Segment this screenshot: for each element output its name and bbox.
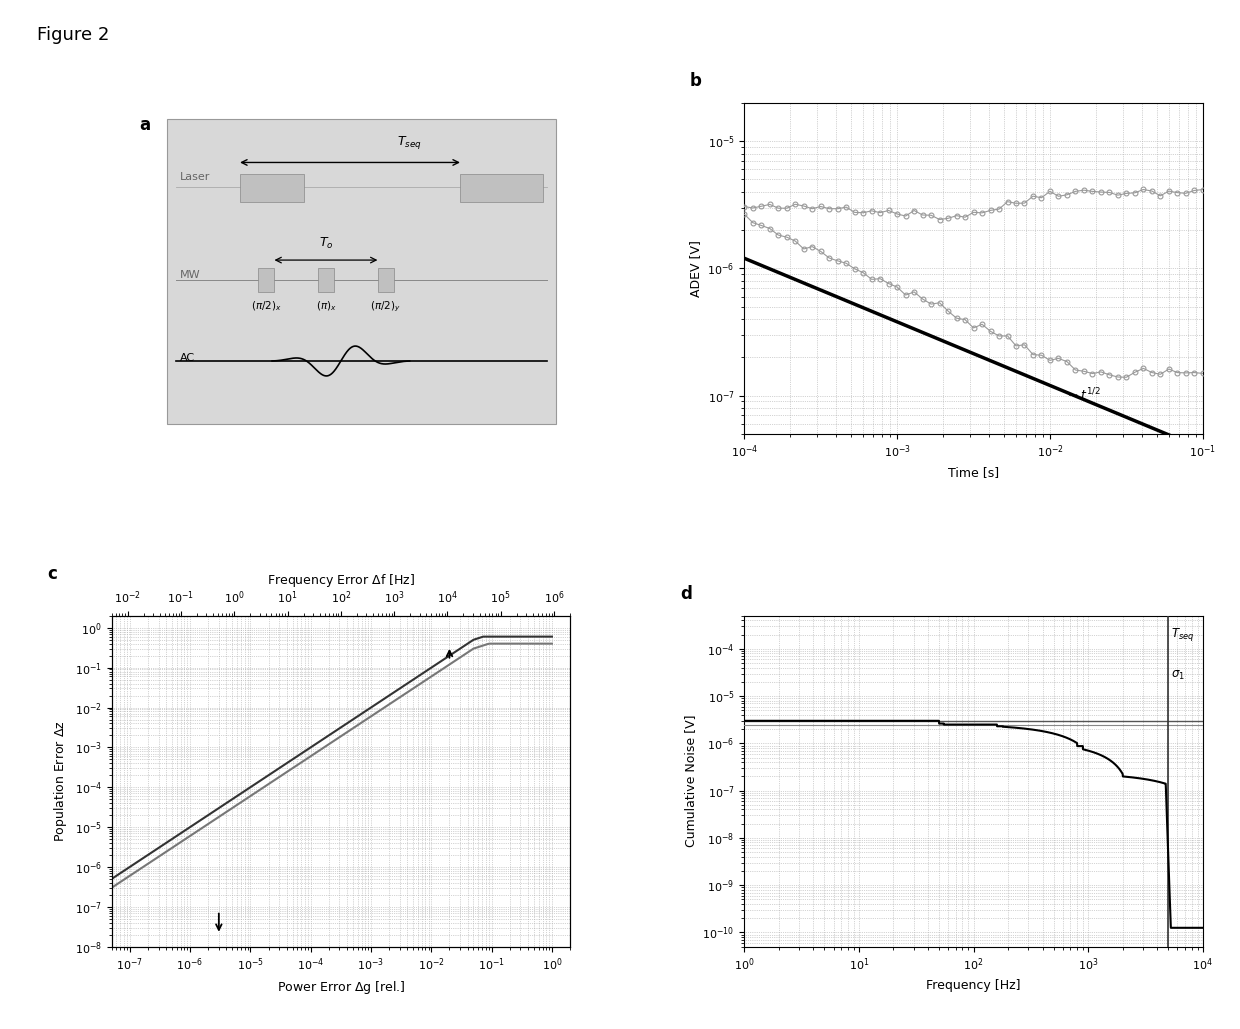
Bar <box>377 269 393 291</box>
Y-axis label: Population Error $\Delta$z: Population Error $\Delta$z <box>52 720 69 842</box>
Y-axis label: Cumulative Noise [V]: Cumulative Noise [V] <box>684 715 697 848</box>
Text: $({\pi}/2)_x$: $({\pi}/2)_x$ <box>250 299 281 314</box>
Text: MW: MW <box>180 270 201 280</box>
Text: c: c <box>47 565 57 582</box>
X-axis label: Frequency Error $\Delta$f [Hz]: Frequency Error $\Delta$f [Hz] <box>267 572 414 589</box>
Text: $T_{seq}$: $T_{seq}$ <box>397 134 422 151</box>
Bar <box>317 269 334 291</box>
Text: Laser: Laser <box>180 172 211 182</box>
Y-axis label: ADEV [V]: ADEV [V] <box>689 240 702 296</box>
Bar <box>241 174 304 202</box>
X-axis label: Power Error $\Delta$g [rel.]: Power Error $\Delta$g [rel.] <box>277 979 405 996</box>
Text: $T_o$: $T_o$ <box>319 236 334 251</box>
Text: d: d <box>680 584 692 603</box>
X-axis label: Time [s]: Time [s] <box>949 466 999 478</box>
Text: a: a <box>139 116 150 134</box>
Text: $\sim t^{1/2}$: $\sim t^{1/2}$ <box>1065 387 1101 403</box>
Text: $({\pi}/2)_y$: $({\pi}/2)_y$ <box>371 299 401 314</box>
Bar <box>258 269 274 291</box>
X-axis label: Frequency [Hz]: Frequency [Hz] <box>926 979 1021 992</box>
FancyBboxPatch shape <box>166 119 557 424</box>
Text: $({\pi})_x$: $({\pi})_x$ <box>315 299 336 314</box>
Text: $\sigma_1$: $\sigma_1$ <box>1171 669 1184 682</box>
Bar <box>460 174 543 202</box>
Text: $T_{seq}$: $T_{seq}$ <box>1171 626 1194 643</box>
Text: Figure 2: Figure 2 <box>37 26 109 43</box>
Text: AC: AC <box>180 353 196 362</box>
Text: b: b <box>689 72 701 90</box>
